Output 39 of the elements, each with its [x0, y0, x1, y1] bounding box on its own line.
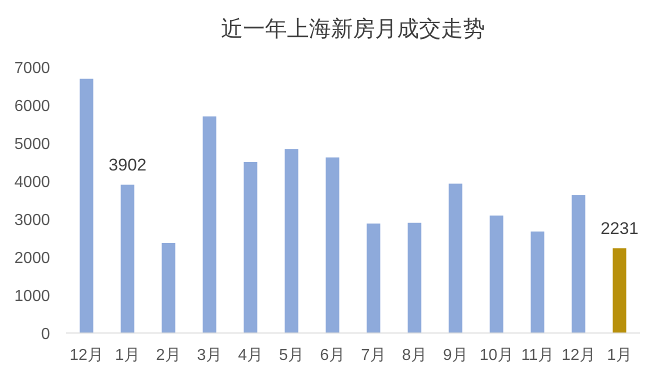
bar	[530, 232, 544, 333]
x-tick-label: 12月	[562, 347, 596, 364]
bar	[120, 184, 134, 333]
bar	[284, 149, 298, 333]
x-tick-label: 11月	[521, 347, 554, 364]
x-tick-label: 3月	[197, 347, 222, 364]
y-tick-label: 7000	[14, 60, 50, 77]
y-tick-label: 6000	[14, 98, 50, 115]
data-label: 2231	[600, 219, 638, 238]
x-tick-label: 1月	[607, 347, 632, 364]
bar	[162, 242, 176, 333]
x-tick-label: 8月	[402, 347, 427, 364]
bar	[572, 195, 586, 333]
chart-title: 近一年上海新房月成交走势	[221, 16, 485, 41]
x-tick-label: 2月	[156, 347, 181, 364]
y-tick-label: 3000	[14, 212, 50, 229]
x-tick-label: 12月	[70, 347, 104, 364]
x-tick-label: 5月	[279, 347, 304, 364]
x-tick-label: 10月	[480, 347, 514, 364]
bar	[202, 116, 216, 333]
y-tick-label: 5000	[14, 136, 50, 153]
x-tick-label: 9月	[443, 347, 468, 364]
bar	[408, 222, 422, 333]
bar	[366, 224, 380, 333]
bar	[326, 157, 340, 333]
bar	[448, 184, 462, 333]
bar	[612, 248, 626, 333]
bar	[244, 162, 258, 333]
data-label: 3902	[108, 156, 146, 175]
bar	[80, 78, 94, 333]
x-tick-label: 1月	[115, 347, 140, 364]
y-tick-label: 1000	[14, 288, 50, 305]
y-tick-label: 2000	[14, 250, 50, 267]
x-tick-label: 4月	[238, 347, 263, 364]
x-tick-label: 6月	[320, 347, 345, 364]
bar	[490, 216, 504, 333]
y-tick-label: 0	[41, 326, 50, 343]
x-tick-label: 7月	[361, 347, 386, 364]
y-tick-label: 4000	[14, 174, 50, 191]
